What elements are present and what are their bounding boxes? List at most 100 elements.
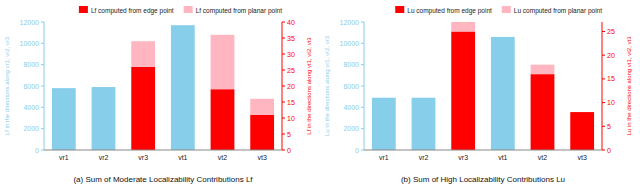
bar <box>131 67 155 150</box>
x-tick-label: vt3 <box>577 154 586 161</box>
bar <box>491 37 515 150</box>
legend: Lf computed from edge point Lf computed f… <box>79 6 282 15</box>
legend: Lu computed from edge point Lu computed f… <box>395 6 602 15</box>
y2-tick-label: 30 <box>287 51 295 58</box>
y-tick <box>41 150 44 151</box>
bar <box>211 35 235 89</box>
y2-tick <box>282 134 285 135</box>
y-tick-label: 12000 <box>20 19 40 26</box>
y-tick-label: 2000 <box>23 125 39 132</box>
bar <box>570 112 594 113</box>
y2-tick <box>602 78 605 79</box>
y-tick-label: 0 <box>35 147 39 154</box>
y-tick-label: 10000 <box>340 40 360 47</box>
y2-tick <box>602 31 605 32</box>
bar <box>92 87 116 150</box>
y2-tick <box>602 55 605 56</box>
x-tick-label: vr1 <box>379 154 389 161</box>
y2-tick-label: 20 <box>607 52 615 59</box>
chart-title: (a) Sum of Moderate Localizability Contr… <box>73 175 253 184</box>
y-tick <box>361 22 364 23</box>
y-tick <box>41 128 44 129</box>
bar <box>131 41 155 67</box>
x-tick-label: vt2 <box>538 154 547 161</box>
y-tick <box>41 22 44 23</box>
y2-tick <box>602 150 605 151</box>
y2-tick-label: 5 <box>607 123 611 130</box>
y-tick <box>361 86 364 87</box>
y2-tick <box>282 150 285 151</box>
y2-tick-label: 20 <box>287 83 295 90</box>
y2-tick-label: 0 <box>287 147 291 154</box>
y2-tick-label: 15 <box>607 75 615 82</box>
bar <box>531 74 555 150</box>
y2-tick-label: 25 <box>287 67 295 74</box>
x-tick-label: vt3 <box>257 154 266 161</box>
x-tick-label: vr3 <box>138 154 148 161</box>
y-tick-label: 6000 <box>23 83 39 90</box>
y-tick-label: 12000 <box>340 19 360 26</box>
y2-axis-label: Lf in the directions along vt1, vt2, vt3 <box>306 37 312 135</box>
x-axis-line <box>44 150 282 151</box>
bar <box>531 65 555 74</box>
bar <box>451 22 475 31</box>
y2-axis-line <box>602 22 603 150</box>
x-tick-label: vr1 <box>59 154 69 161</box>
x-tick-label: vr2 <box>419 154 429 161</box>
legend-label: Lf computed from planar point <box>196 7 283 15</box>
bar <box>570 112 594 150</box>
chart-canvas: 0200040006000800010000120000510152025303… <box>0 0 640 196</box>
bar <box>451 31 475 150</box>
y2-tick <box>602 102 605 103</box>
y-tick-label: 2000 <box>343 125 359 132</box>
bars <box>52 25 274 150</box>
y-tick <box>41 107 44 108</box>
y-tick-label: 4000 <box>343 104 359 111</box>
y-tick <box>361 64 364 65</box>
y2-tick-label: 35 <box>287 35 295 42</box>
legend-swatch <box>79 6 88 13</box>
legend-swatch <box>395 6 404 13</box>
bar <box>250 115 274 150</box>
x-tick-label: vt2 <box>218 154 227 161</box>
y2-tick <box>282 38 285 39</box>
y-tick-label: 6000 <box>343 83 359 90</box>
y2-tick-label: 15 <box>287 99 295 106</box>
legend-label: Lu computed from edge point <box>407 7 492 15</box>
x-axis-line <box>364 150 602 151</box>
bar <box>211 89 235 150</box>
legend-swatch <box>184 6 193 13</box>
y-tick-label: 4000 <box>23 104 39 111</box>
y2-tick <box>282 22 285 23</box>
y2-tick <box>282 54 285 55</box>
y-tick <box>41 43 44 44</box>
y2-tick <box>602 126 605 127</box>
y2-tick-label: 25 <box>607 28 615 35</box>
legend-label: Lf computed from edge point <box>91 7 174 15</box>
y-tick <box>361 107 364 108</box>
y2-tick <box>282 86 285 87</box>
bar <box>171 25 195 150</box>
y-tick-label: 10000 <box>20 40 40 47</box>
y2-tick <box>282 102 285 103</box>
x-tick-label: vr2 <box>99 154 109 161</box>
y-tick-label: 8000 <box>343 61 359 68</box>
y2-tick-label: 0 <box>607 147 611 154</box>
y-axis-label: Lu in the directions along vr1, vr2, vr3 <box>324 35 330 136</box>
legend-label: Lu computed from planar point <box>514 7 602 15</box>
y2-tick-label: 5 <box>287 131 291 138</box>
x-tick-label: vt1 <box>178 154 187 161</box>
y2-tick-label: 10 <box>607 99 615 106</box>
y-tick-label: 8000 <box>23 61 39 68</box>
legend-swatch <box>502 6 511 13</box>
bars <box>372 22 594 150</box>
y-tick <box>361 150 364 151</box>
y2-tick-label: 10 <box>287 115 295 122</box>
y-tick-label: 0 <box>355 147 359 154</box>
y-axis-label: Lf in the directions along vr1, vr2, vr3 <box>4 36 10 135</box>
bar <box>52 88 76 150</box>
bar <box>372 98 396 150</box>
panel: 0 2000 4000 6000 8000 10000 12000 0 5 10 15 20 25 30 3… <box>4 6 312 184</box>
bar <box>412 98 436 150</box>
y-tick <box>41 64 44 65</box>
